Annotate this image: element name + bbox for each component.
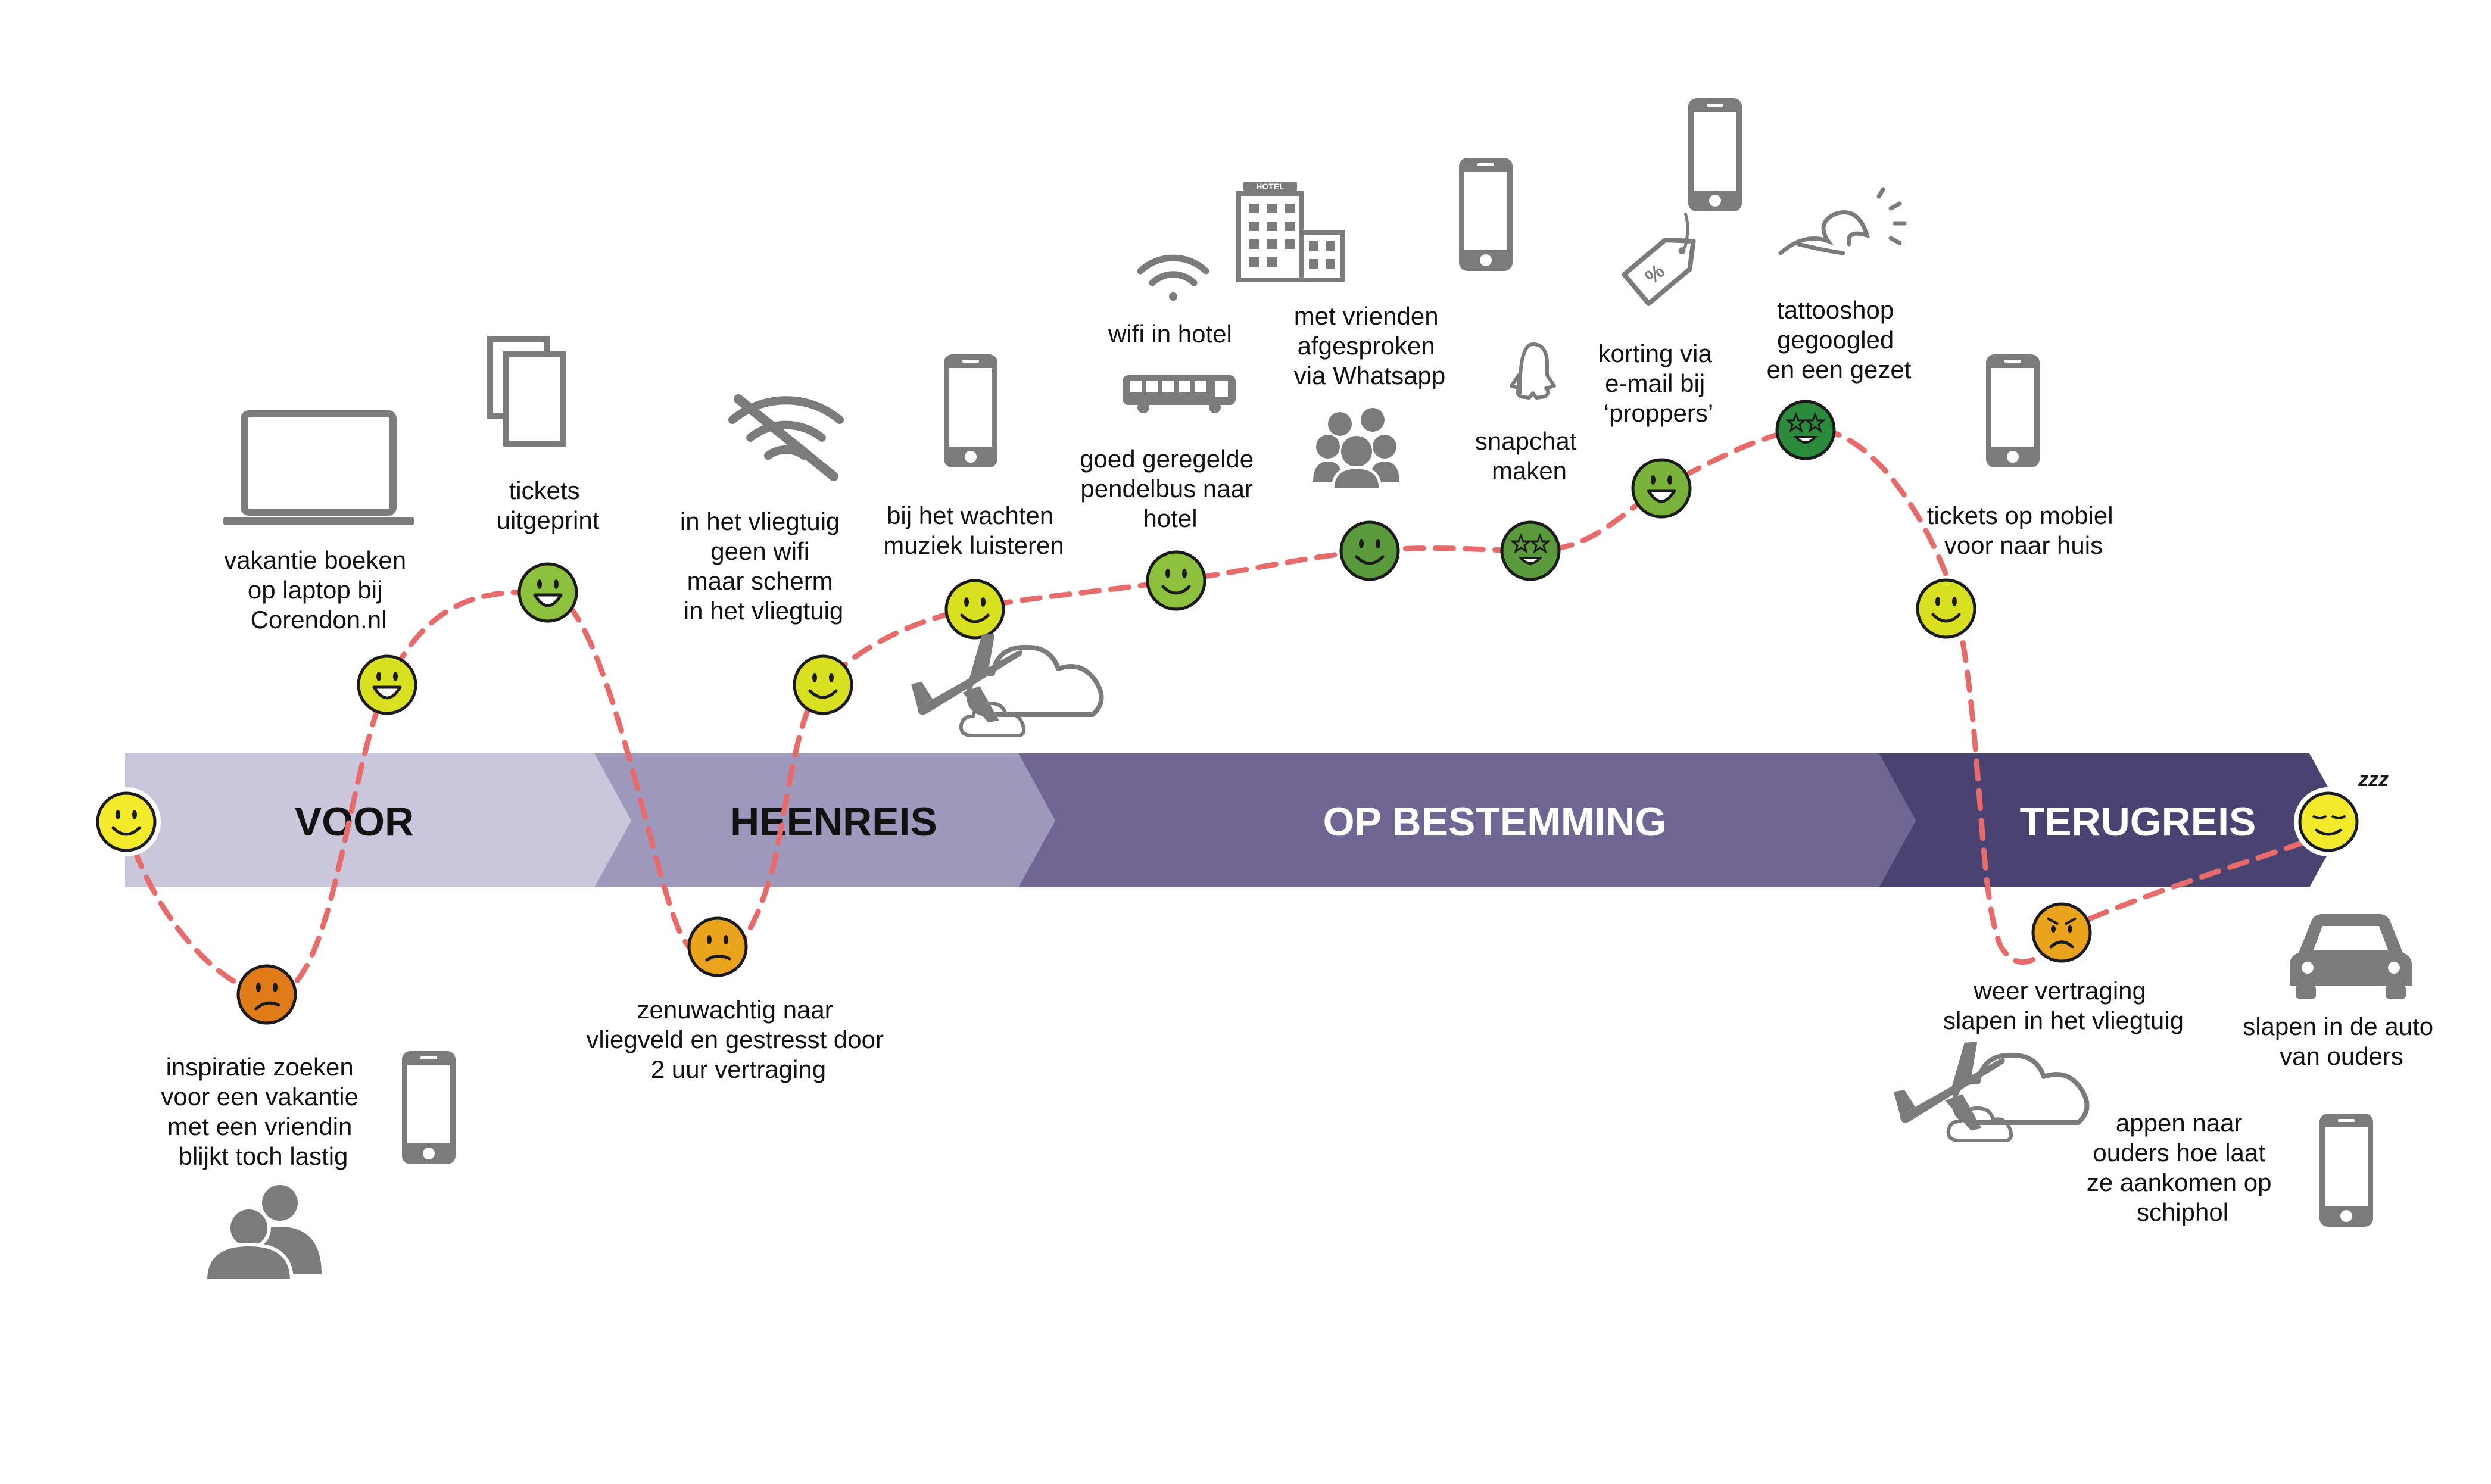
phase-label-terugreis: TERUGREIS [2020,799,2256,844]
caption-whatsapp: met vrienden afgesproken via Whatsapp [1294,302,1445,389]
captions: inspiratie zoeken voor een vakantie met … [161,296,2440,1226]
mood-face-vliegtuig [793,654,853,715]
caption-appen: appen naar ouders hoe laat ze aankomen o… [2087,1109,2278,1226]
caption-zenuwachtig: zenuwachtig naar vliegveld en gestresst … [586,996,890,1083]
mood-face-snapchat [1500,520,1561,581]
price-tag-icon: % [1622,212,1696,306]
smartphone-icon [944,354,997,467]
caption-inspiratie: inspiratie zoeken voor een vakantie met … [161,1053,365,1170]
mood-face-inspiratie [236,964,297,1025]
smartphone-icon [2319,1114,2373,1227]
phase-label-heenreis: HEENREIS [730,799,937,844]
bus-icon [1123,375,1236,413]
snapchat-icon [1510,342,1556,400]
caption-mobiel: tickets op mobiel voor naar huis [1927,501,2120,559]
mood-face-end [2294,787,2363,856]
smartphone-icon [1459,158,1513,271]
mood-face-start [92,787,161,856]
hotel-icon: HOTEL [1236,182,1345,282]
hotel-sign: HOTEL [1256,182,1285,191]
mood-face-tattooshop [1775,400,1836,460]
wifi-icon [1137,254,1209,301]
caption-auto: slapen in de auto van ouders [2243,1012,2440,1070]
mood-faces: zzz [92,400,2389,1025]
sleep-marks: zzz [2358,768,2389,791]
svg-text:%: % [1641,260,1669,289]
caption-wifi: wifi in hotel [1108,320,1232,348]
phase-band: VOOR HEENREIS OP BESTEMMING TERUGREIS [125,753,2346,887]
mood-face-mobiel [1916,578,1976,639]
caption-korting: korting via e-mail bij ‘proppers’ [1598,339,1719,427]
people-icon [203,1185,322,1282]
no-wifi-icon [728,394,844,481]
phase-terugreis [1879,753,2346,887]
mood-face-tickets [517,562,578,623]
mood-face-muziek [944,579,1005,640]
journey-line [122,426,2331,998]
caption-vakantie: vakantie boeken op laptop bij Corendon.n… [224,546,413,634]
phase-heenreis [594,753,1055,887]
group-icon [1313,408,1399,491]
airplane-icon [1894,1042,2005,1131]
laptop-icon [223,410,414,525]
mood-face-zenuwachtig [687,916,748,977]
caption-snapchat: snapchat maken [1475,427,1583,485]
phase-op-bestemming [1018,753,1916,887]
caption-pendelbus: goed geregelde pendelbus naar hotel [1080,445,1261,532]
wave-icon [1778,187,1907,255]
caption-tickets: tickets uitgeprint [497,476,600,534]
mood-face-vertraging [2031,902,2092,963]
caption-vertraging: weer vertraging slapen in het vliegtuig [1943,977,2184,1034]
car-icon [2290,914,2412,999]
cloud-icon [1954,1055,2087,1123]
caption-muziek: bij het wachten muziek luisteren [883,501,1064,559]
mood-face-vakantie [357,654,417,715]
phase-voor [125,753,631,887]
smartphone-icon [402,1051,456,1164]
mood-face-pendelbus [1146,550,1206,611]
phase-label-op-bestemming: OP BESTEMMING [1323,799,1667,844]
caption-vliegtuig: in het vliegtuig geen wifi maar scherm i… [680,507,847,625]
caption-tattooshop: tattooshop gegoogled en een gezet [1767,296,1912,384]
documents-icon [487,336,566,447]
smartphone-icon [1986,354,2040,467]
smartphone-icon [1688,98,1742,211]
mood-face-whatsapp [1339,520,1400,581]
icons: HOTEL % [203,98,2412,1282]
mood-face-korting [1631,458,1692,519]
